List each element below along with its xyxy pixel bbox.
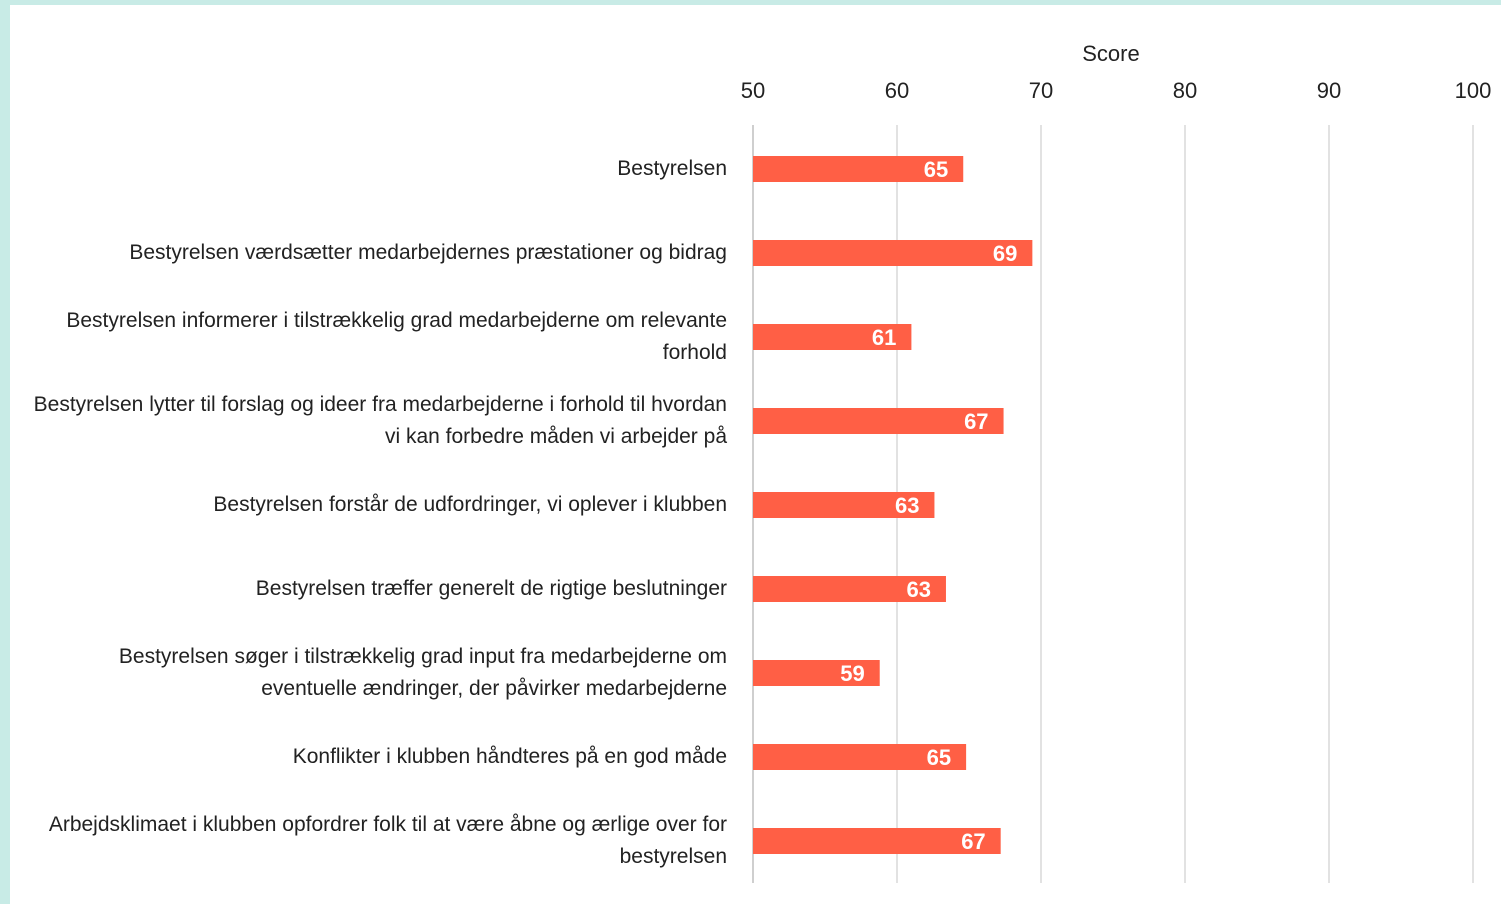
y-tick-label: Arbejdsklimaet i klubben opfordrer folk … bbox=[48, 813, 727, 868]
bar bbox=[753, 156, 964, 182]
bar bbox=[753, 492, 935, 518]
data-label: 67 bbox=[961, 829, 985, 854]
data-label: 61 bbox=[872, 325, 896, 350]
data-label: 65 bbox=[927, 745, 951, 770]
x-tick-label: 60 bbox=[885, 78, 909, 103]
data-label: 67 bbox=[964, 409, 988, 434]
y-tick-label: Bestyrelsen træffer generelt de rigtige … bbox=[255, 577, 727, 600]
bar bbox=[753, 408, 1004, 434]
bar bbox=[753, 828, 1001, 854]
data-label: 59 bbox=[840, 661, 864, 686]
data-label: 69 bbox=[993, 241, 1017, 266]
x-axis-title: Score bbox=[1082, 41, 1139, 66]
data-label: 63 bbox=[906, 577, 930, 602]
y-tick-label: Bestyrelsen forstår de udfordringer, vi … bbox=[213, 493, 727, 516]
bar bbox=[753, 744, 967, 770]
x-tick-label: 90 bbox=[1317, 78, 1341, 103]
bar bbox=[753, 576, 946, 602]
data-label: 63 bbox=[895, 493, 919, 518]
data-label: 65 bbox=[924, 157, 948, 182]
y-tick-label: Bestyrelsen værdsætter medarbejdernes pr… bbox=[129, 241, 727, 264]
y-tick-label: Bestyrelsen informerer i tilstrækkelig g… bbox=[66, 309, 727, 364]
x-tick-label: 80 bbox=[1173, 78, 1197, 103]
x-tick-label: 100 bbox=[1455, 78, 1492, 103]
bar bbox=[753, 660, 880, 686]
bar bbox=[753, 324, 912, 350]
y-tick-label: Konflikter i klubben håndteres på en god… bbox=[292, 745, 727, 768]
y-tick-label: Bestyrelsen bbox=[617, 157, 727, 180]
bar bbox=[753, 240, 1033, 266]
x-tick-label: 70 bbox=[1029, 78, 1053, 103]
y-tick-label: Bestyrelsen lytter til forslag og ideer … bbox=[33, 393, 727, 448]
y-tick-label: Bestyrelsen søger i tilstrækkelig grad i… bbox=[118, 645, 727, 700]
x-tick-label: 50 bbox=[741, 78, 765, 103]
